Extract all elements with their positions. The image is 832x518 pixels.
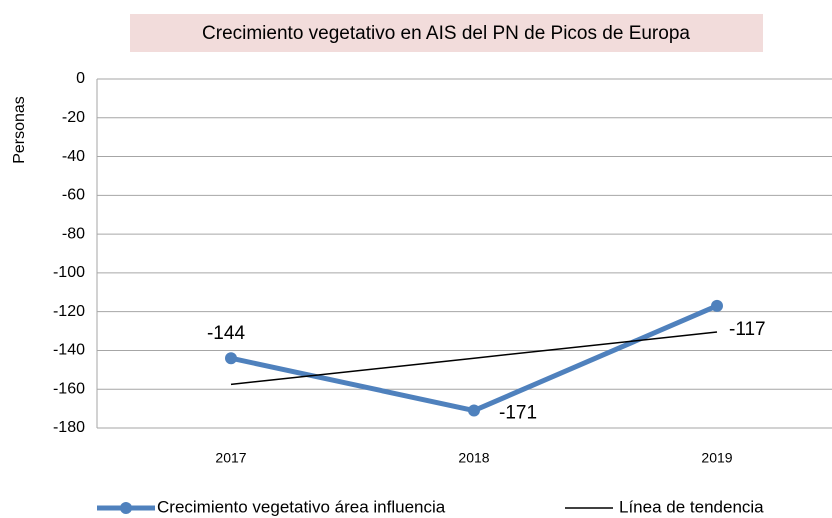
y-tick-label: -60 xyxy=(62,187,85,204)
y-tick-label: -160 xyxy=(53,380,85,397)
chart-title: Crecimiento vegetativo en AIS del PN de … xyxy=(202,23,690,44)
data-label: -171 xyxy=(499,403,537,424)
x-tick-label: 2017 xyxy=(215,450,246,466)
data-point xyxy=(225,352,237,365)
y-tick-label: -80 xyxy=(62,225,85,242)
y-tick-label: -140 xyxy=(53,342,85,359)
data-label: -117 xyxy=(729,319,766,340)
y-tick-label: -180 xyxy=(53,419,85,436)
x-tick-label: 2019 xyxy=(701,450,732,466)
legend-swatch-marker xyxy=(120,502,132,514)
y-tick-label: -100 xyxy=(53,264,85,281)
data-point xyxy=(468,404,480,417)
data-label: -144 xyxy=(207,323,245,344)
trend-line xyxy=(230,331,718,386)
y-tick-label: 0 xyxy=(76,70,85,87)
y-tick-label: -120 xyxy=(53,303,85,320)
legend-label: Crecimiento vegetativo área influencia xyxy=(157,497,446,516)
y-tick-label: -20 xyxy=(62,109,85,126)
y-tick-label: -40 xyxy=(62,148,85,165)
data-point xyxy=(711,299,723,312)
y-axis-label: Personas xyxy=(11,96,28,164)
x-tick-label: 2018 xyxy=(458,450,489,466)
legend-label: Línea de tendencia xyxy=(619,497,764,516)
title-box xyxy=(130,14,763,52)
